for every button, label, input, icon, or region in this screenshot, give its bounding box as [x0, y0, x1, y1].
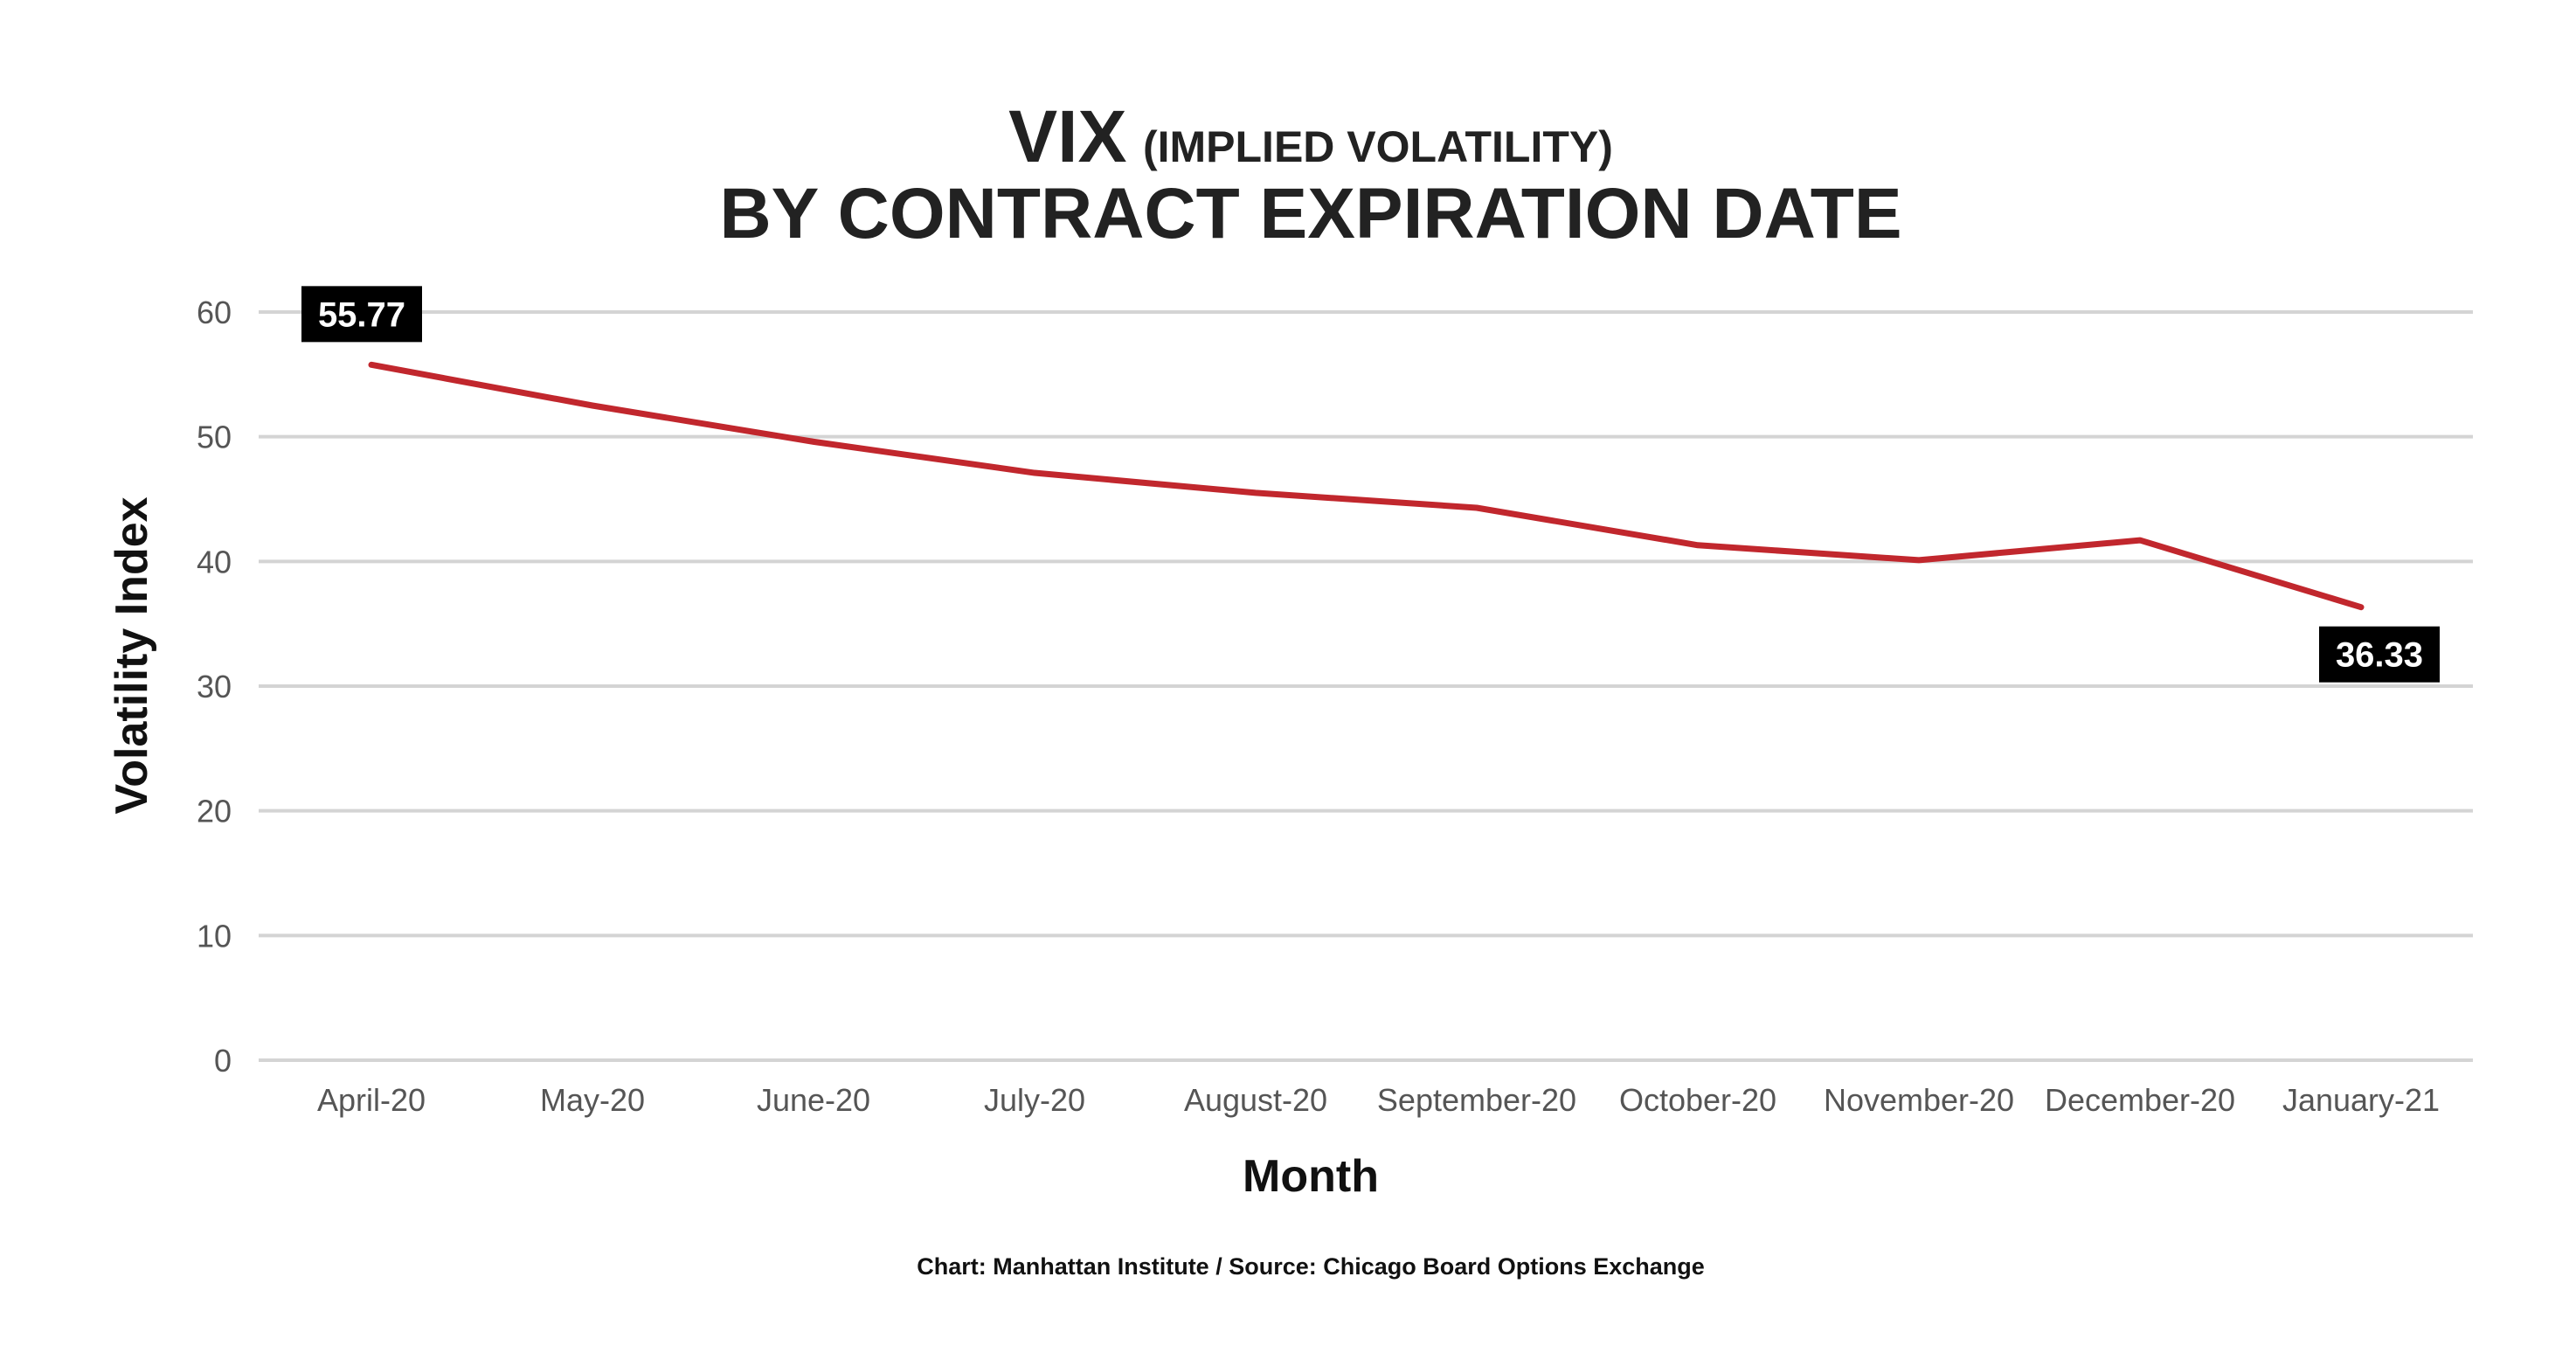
- chart-title-paren: (IMPLIED VOLATILITY): [1143, 122, 1613, 171]
- x-tick-label-2: June-20: [757, 1082, 870, 1118]
- x-tick-label-8: December-20: [2045, 1082, 2235, 1118]
- chart-title: VIX (IMPLIED VOLATILITY): [1008, 95, 1613, 177]
- data-label-box-1: [2319, 626, 2440, 683]
- y-tick-label-50: 50: [197, 420, 232, 455]
- y-tick-label-20: 20: [197, 794, 232, 829]
- series-layer: [368, 361, 2365, 611]
- y-tick-label-0: 0: [214, 1043, 232, 1079]
- data-label-1: 36.33: [2336, 636, 2423, 675]
- x-tick-label-3: July-20: [984, 1082, 1085, 1118]
- chart-subtitle: BY CONTRACT EXPIRATION DATE: [719, 174, 1901, 253]
- x-tick-label-5: September-20: [1377, 1082, 1576, 1118]
- y-tick-label-10: 10: [197, 918, 232, 954]
- chart-title-main: VIX: [1008, 95, 1126, 177]
- x-tick-label-0: April-20: [317, 1082, 426, 1118]
- y-tick-label-60: 60: [197, 295, 232, 330]
- x-tick-label-4: August-20: [1184, 1082, 1327, 1118]
- y-axis-title: Volatility Index: [107, 496, 157, 814]
- x-tick-label-9: January-21: [2282, 1082, 2440, 1118]
- x-tick-layer: April-20 May-20 June-20 July-20 August-20 Sep…: [317, 1082, 2440, 1118]
- grid-layer: 0 10 20 30 40 50 60: [197, 295, 2473, 1079]
- x-tick-label-7: November-20: [1824, 1082, 2014, 1118]
- x-tick-label-6: October-20: [1619, 1082, 1776, 1118]
- data-label-box-0: [301, 286, 422, 343]
- y-tick-label-30: 30: [197, 669, 232, 704]
- x-tick-label-1: May-20: [540, 1082, 645, 1118]
- y-tick-label-40: 40: [197, 544, 232, 579]
- source-note: Chart: Manhattan Institute / Source: Chi…: [917, 1253, 1705, 1280]
- data-label-0: 55.77: [318, 295, 405, 334]
- series-line-0: [368, 361, 2365, 611]
- annotation-layer: 55.77 36.33: [301, 286, 2440, 683]
- x-axis-title: Month: [1243, 1151, 1379, 1202]
